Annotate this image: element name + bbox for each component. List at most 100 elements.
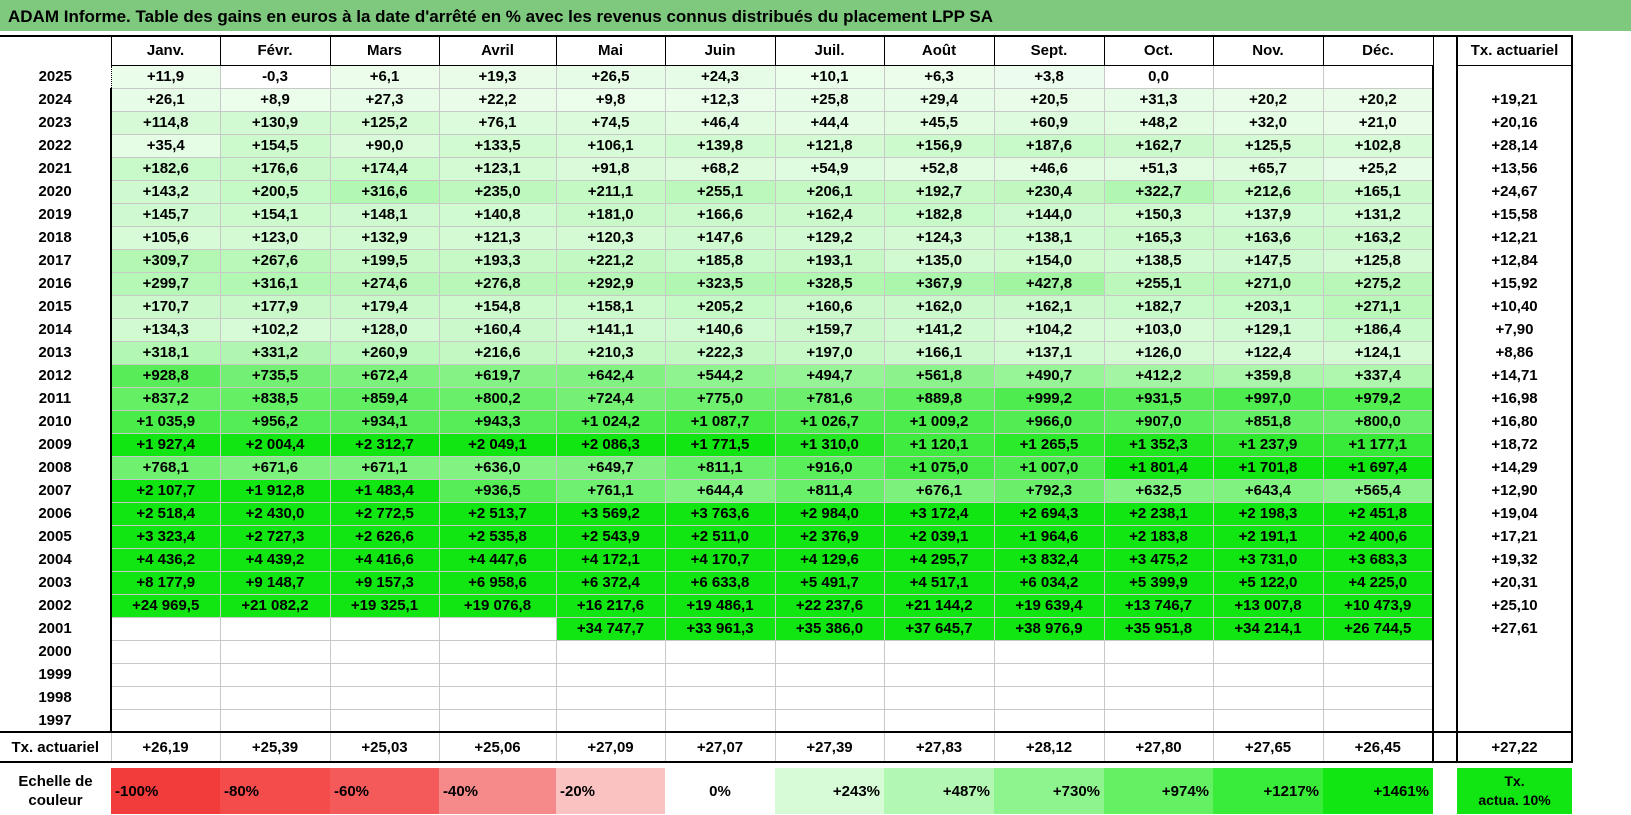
gain-cell: +16 217,6 [555,593,666,618]
gain-cell: +2 984,0 [774,501,885,526]
gain-cell: +177,9 [219,294,331,319]
header-row: Janv. Févr. Mars Avril Mai Juin Juil. Août Sept.… [0,35,1573,66]
gain-cell: +318,1 [110,340,221,365]
gain-cell: +1 035,9 [110,409,221,434]
gain-cell: +221,2 [555,248,666,273]
table-row: 1998 [0,685,1573,710]
gain-cell: +1 697,4 [1322,455,1434,480]
gain-cell: +38 976,9 [993,616,1105,641]
gain-cell [1322,662,1434,687]
year-label: 1997 [38,711,72,729]
month-header: Févr. [219,36,331,66]
gain-cell [438,616,557,641]
spacer [1433,318,1457,341]
totals-row: Tx. actuariel +26,19 +25,39 +25,03 +25,06 +27… [0,731,1573,763]
gain-cell: +235,0 [438,179,557,204]
table-row: 2023 +114,8 +130,9 +125,2 +76,1 +74,5 +46,4 +44… [0,110,1573,135]
gain-cell: +19 325,1 [329,593,440,618]
gain-cell: +199,5 [329,248,440,273]
gain-cell: +2 694,3 [993,501,1105,526]
gain-cell: +24 969,5 [110,593,221,618]
gain-cell: +328,5 [774,271,885,296]
gain-cell: +125,2 [329,110,440,135]
gain-cell: +275,2 [1322,271,1434,296]
gain-cell: +33 961,3 [664,616,776,641]
gain-cell: +141,1 [555,317,666,342]
gain-cell: +851,8 [1212,409,1324,434]
gain-cell: +134,3 [110,317,221,342]
gain-cell: +1 075,0 [883,455,995,480]
gain-cell: +31,3 [1103,87,1214,112]
table-row: 2016 +299,7 +316,1 +274,6 +276,8 +292,9 +323,5… [0,271,1573,296]
gain-cell: +205,2 [664,294,776,319]
gain-cell: +25,2 [1322,156,1434,181]
gain-cell: +2 086,3 [555,432,666,457]
actuarial-rate-cell: +27,61 [1456,617,1573,640]
gain-cell: +2 049,1 [438,432,557,457]
gain-cell: +5 399,9 [1103,570,1214,595]
gain-cell: +3 475,2 [1103,547,1214,572]
gain-cell: +186,4 [1322,317,1434,342]
month-header: Janv. [110,36,221,66]
gain-cell [329,639,440,664]
gain-cell: +65,7 [1212,156,1324,181]
gain-cell [219,662,331,687]
gain-cell: +140,8 [438,202,557,227]
gain-cell: +24,3 [664,64,776,89]
gain-cell: +3 763,6 [664,501,776,526]
gain-cell: +1 701,8 [1212,455,1324,480]
gain-cell: +105,6 [110,225,221,250]
actuarial-rate-cell: +19,32 [1456,548,1573,571]
scale-step: +487% [884,768,994,814]
gain-cell: +1 801,4 [1103,455,1214,480]
gain-cell: +494,7 [774,363,885,388]
year-label: 2016 [38,275,72,292]
gain-cell: +2 039,1 [883,524,995,549]
gain-cell: +129,2 [774,225,885,250]
gain-cell: +106,1 [555,133,666,158]
gain-cell: +163,6 [1212,225,1324,250]
gain-cell: +10 473,9 [1322,593,1434,618]
total-rate-cell: +26,45 [1322,731,1434,763]
table-row: 2014 +134,3 +102,2 +128,0 +160,4 +141,1 +140,6… [0,317,1573,342]
gain-cell: +197,0 [774,340,885,365]
spacer [1433,548,1457,571]
gain-cell [774,639,885,664]
gain-cell: +676,1 [883,478,995,503]
gain-cell: +9 148,7 [219,570,331,595]
gain-cell: +48,2 [1103,110,1214,135]
gain-cell: +2 535,8 [438,524,557,549]
gain-cell: +74,5 [555,110,666,135]
gain-cell [1322,64,1434,89]
scale-step: +1217% [1213,768,1323,814]
gain-cell [1322,639,1434,664]
gain-cell: +2 400,6 [1322,524,1434,549]
table-row: 2022 +35,4 +154,5 +90,0 +133,5 +106,1 +139,8 +1… [0,133,1573,158]
gain-cell: +811,4 [774,478,885,503]
gain-cell: +26,1 [110,87,221,112]
gain-cell: +120,3 [555,225,666,250]
gain-cell: +34 747,7 [555,616,666,641]
gain-cell: +124,1 [1322,340,1434,365]
year-label: 2009 [38,436,72,453]
gain-cell: +35 386,0 [774,616,885,641]
gain-cell: +267,6 [219,248,331,273]
gain-cell: +154,5 [219,133,331,158]
gain-cell: +51,3 [1103,156,1214,181]
gain-cell: +1 352,3 [1103,432,1214,457]
gain-cell: +966,0 [993,409,1105,434]
actuarial-rate-cell: +8,86 [1456,341,1573,364]
gain-cell: +154,0 [993,248,1105,273]
gain-cell [329,708,440,733]
year-label: 2010 [38,413,72,430]
gain-cell: +160,4 [438,317,557,342]
actuarial-rate-cell [1456,663,1573,686]
table-row: 2001 +34 747,7 +33 961,3 +35 386,0 +37 645,7… [0,616,1573,641]
gain-cell: +9,8 [555,87,666,112]
gain-cell: +490,7 [993,363,1105,388]
gain-cell: +32,0 [1212,110,1324,135]
spacer [1433,768,1457,814]
gain-cell [110,639,221,664]
gain-cell: +979,2 [1322,386,1434,411]
actuarial-rate-cell: +18,72 [1456,433,1573,456]
